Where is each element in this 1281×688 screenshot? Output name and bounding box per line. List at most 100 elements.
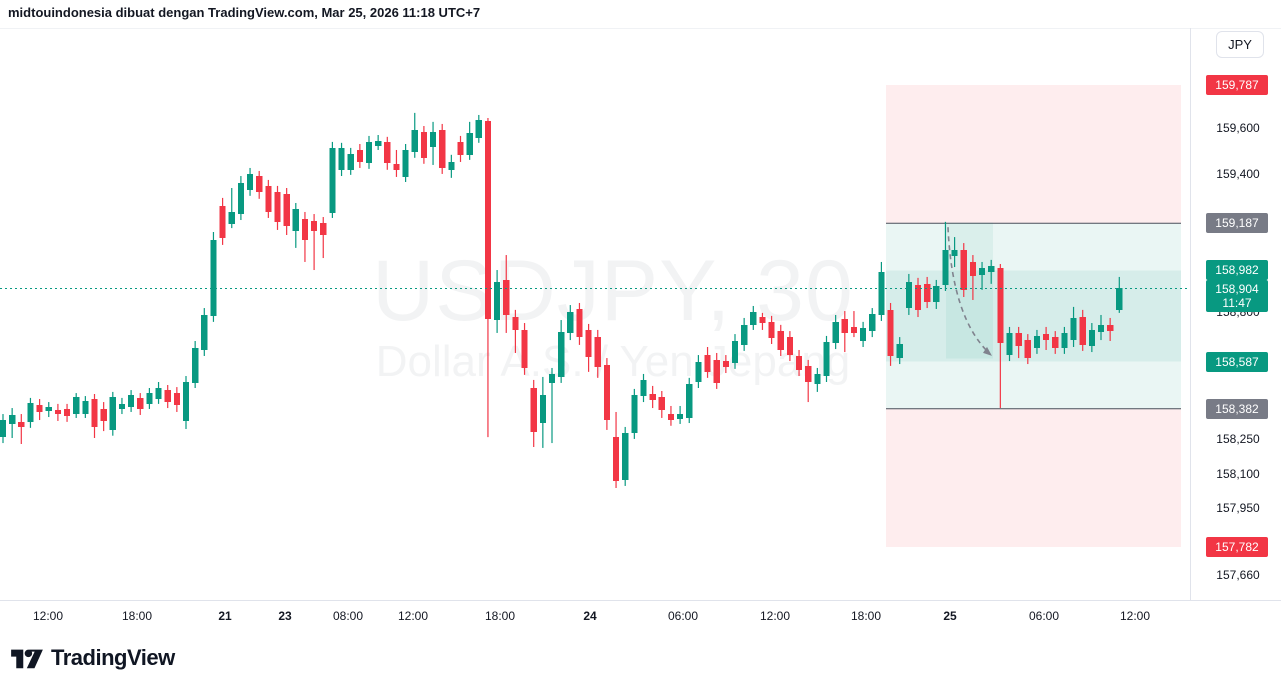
price-scale-divider — [1190, 28, 1191, 600]
candle-body — [484, 120, 492, 319]
candle-body — [292, 208, 299, 231]
candle-body — [347, 153, 354, 170]
position-tool-2-loss-zone[interactable] — [886, 408, 1181, 547]
candle-body — [823, 341, 830, 377]
attribution-text: midtouindonesia dibuat dengan TradingVie… — [8, 5, 481, 20]
candle-body — [0, 420, 7, 438]
candle-body — [1033, 335, 1041, 348]
candle-body — [164, 390, 171, 403]
candle-body — [786, 337, 793, 356]
candle-body — [393, 164, 400, 171]
candle-body — [603, 364, 610, 421]
candle-body — [301, 218, 309, 241]
candle-body — [329, 147, 336, 213]
candle-body — [722, 361, 729, 368]
candle-body — [128, 394, 135, 407]
candle-body — [841, 319, 848, 333]
candle-body — [960, 249, 967, 290]
candle-body — [100, 408, 107, 421]
price-badge-stop-loss-2: 157,782 — [1206, 536, 1268, 557]
candlestick-chart[interactable] — [0, 0, 1190, 632]
candle-body — [622, 432, 629, 480]
candle-body — [860, 327, 867, 341]
candle-body — [18, 421, 25, 427]
candle-body — [795, 355, 803, 371]
candle-body — [320, 223, 327, 236]
candle-body — [741, 324, 748, 345]
candle-body — [9, 414, 16, 424]
tradingview-logo[interactable]: TradingView — [10, 644, 175, 672]
candle-body — [558, 332, 565, 377]
time-axis-label: 21 — [218, 609, 232, 623]
price-axis-label: 158,100 — [1216, 466, 1260, 481]
price-badge-target-2: 158,982 — [1206, 260, 1268, 281]
candle-body — [1088, 329, 1095, 347]
candle-body — [969, 261, 976, 277]
candle-body — [503, 279, 510, 315]
candle-body — [512, 317, 519, 330]
candle-body — [978, 267, 986, 275]
candle-body — [869, 314, 876, 332]
candle-body — [36, 405, 43, 412]
candle-body — [256, 176, 263, 192]
candle-body — [933, 285, 940, 302]
candle-body — [201, 314, 208, 350]
candle-body — [466, 132, 473, 156]
candle-body — [45, 406, 52, 412]
candle-body — [173, 393, 180, 406]
candle-body — [548, 373, 556, 383]
candle-body — [576, 308, 583, 338]
price-badge-entry-2: 158,382 — [1206, 398, 1268, 419]
time-scale-divider — [0, 600, 1281, 601]
candle-body — [1070, 317, 1077, 341]
time-axis-label: 06:00 — [667, 609, 699, 623]
candle-body — [338, 147, 345, 170]
candle-body — [54, 409, 61, 415]
position-tool-1-loss-zone[interactable] — [886, 85, 1181, 224]
candle-body — [1079, 317, 1086, 345]
candle-body — [384, 141, 391, 163]
candle-body — [1061, 332, 1068, 348]
candle-body — [997, 267, 1004, 344]
candle-body — [155, 388, 162, 400]
candle-body — [1097, 324, 1105, 333]
time-axis-label: 18:00 — [121, 609, 153, 623]
time-axis-label: 25 — [943, 609, 957, 623]
candle-body — [356, 149, 363, 162]
candle-body — [777, 331, 784, 350]
candle-body — [448, 161, 455, 171]
candle-body — [695, 361, 702, 383]
currency-toggle-button[interactable]: JPY — [1216, 31, 1264, 58]
time-axis-label: 08:00 — [332, 609, 364, 623]
time-scale[interactable]: 12:00 18:00 21 23 08:00 12:00 18:00 24 06:00 12:0… — [0, 601, 1190, 632]
candle-body — [1107, 324, 1114, 332]
candle-body — [411, 129, 418, 152]
candle-body — [246, 173, 254, 190]
time-axis-label: 23 — [278, 609, 292, 623]
candle-body — [137, 397, 144, 409]
tradingview-logo-icon — [11, 649, 43, 669]
candle-body — [27, 402, 34, 422]
candle-body — [631, 394, 638, 433]
price-axis-label: 159,600 — [1216, 121, 1260, 136]
candle-body — [878, 271, 885, 315]
candle-body — [914, 285, 922, 310]
candle-body — [210, 240, 217, 316]
candle-body — [612, 437, 620, 482]
trend-arrow-drawing[interactable] — [947, 227, 991, 355]
candle-body — [731, 340, 739, 363]
candle-body — [905, 282, 912, 309]
price-scale[interactable]: 159,600159,400159,000158,800158,400158,2… — [1191, 0, 1281, 600]
price-badge-stop-loss-1: 159,787 — [1206, 75, 1268, 95]
candle-body — [73, 396, 80, 415]
candle-body — [805, 365, 812, 383]
candle-body — [887, 309, 894, 356]
candle-body — [658, 396, 665, 410]
candle-body — [475, 120, 482, 138]
highlight-sub-zone[interactable] — [946, 222, 993, 359]
candle-body — [1052, 337, 1059, 348]
price-axis-label: 157,660 — [1216, 568, 1260, 583]
candle-body — [439, 129, 446, 168]
current-price-badge: 158,904 11:47 — [1206, 279, 1268, 312]
